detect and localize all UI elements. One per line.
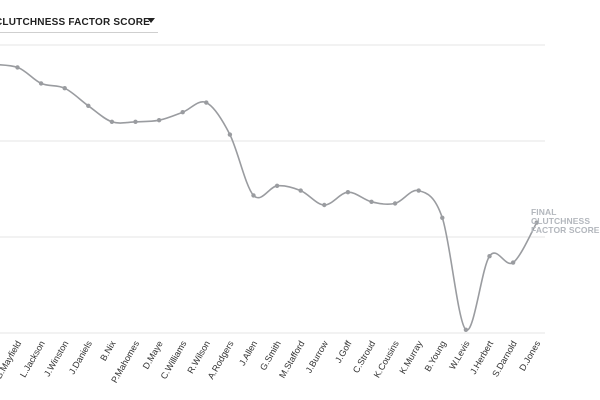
data-point-8[interactable] bbox=[180, 110, 185, 115]
series-line bbox=[0, 63, 538, 331]
x-tick-label: D.Jones bbox=[517, 339, 542, 373]
data-point-19[interactable] bbox=[440, 215, 445, 220]
x-tick-label: D.Maye bbox=[141, 339, 165, 371]
x-tick-label: W.Levis bbox=[447, 339, 472, 372]
data-point-3[interactable] bbox=[62, 86, 67, 91]
x-tick-label: K.Murray bbox=[398, 339, 425, 376]
x-tick-label: J.Daniels bbox=[67, 339, 94, 376]
data-point-2[interactable] bbox=[38, 81, 44, 86]
x-tick-label: J.Burrow bbox=[304, 339, 331, 375]
data-point-14[interactable] bbox=[322, 202, 327, 208]
data-point-23[interactable] bbox=[534, 220, 539, 225]
data-point-15[interactable] bbox=[345, 190, 351, 195]
x-tick-label: B.Nix bbox=[98, 339, 118, 363]
data-point-12[interactable] bbox=[274, 183, 280, 188]
data-point-10[interactable] bbox=[227, 132, 233, 137]
data-point-6[interactable] bbox=[133, 119, 138, 125]
metric-dropdown[interactable]: CLUTCHNESS FACTOR SCORE bbox=[0, 12, 158, 33]
data-point-20[interactable] bbox=[463, 327, 469, 332]
data-point-5[interactable] bbox=[109, 119, 115, 125]
x-tick-label: B.Young bbox=[423, 339, 449, 373]
data-point-21[interactable] bbox=[487, 254, 492, 259]
data-point-16[interactable] bbox=[369, 199, 374, 204]
data-point-18[interactable] bbox=[416, 188, 421, 193]
x-tick-label: C.Stroud bbox=[351, 339, 377, 375]
data-point-17[interactable] bbox=[392, 201, 398, 206]
data-point-22[interactable] bbox=[510, 260, 516, 265]
data-point-4[interactable] bbox=[86, 103, 91, 109]
x-tick-label: J.Allen bbox=[237, 339, 259, 367]
data-point-11[interactable] bbox=[251, 193, 256, 198]
data-point-9[interactable] bbox=[204, 100, 209, 105]
metric-dropdown-value: CLUTCHNESS FACTOR SCORE bbox=[0, 16, 150, 28]
data-point-7[interactable] bbox=[156, 118, 162, 123]
chevron-down-icon[interactable] bbox=[147, 18, 155, 23]
series-label: FINAL CLUTCHNESS FACTOR SCORE bbox=[531, 208, 600, 235]
data-point-1[interactable] bbox=[15, 65, 20, 70]
data-point-13[interactable] bbox=[298, 188, 303, 193]
x-tick-label: G.Smith bbox=[258, 339, 283, 372]
x-tick-label: J.Goff bbox=[333, 339, 354, 365]
x-tick-label: R.Wilson bbox=[185, 339, 212, 375]
